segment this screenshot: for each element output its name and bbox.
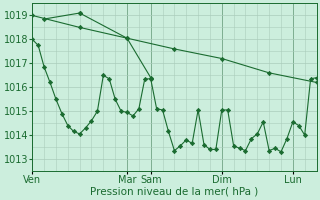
X-axis label: Pression niveau de la mer( hPa ): Pression niveau de la mer( hPa ) <box>90 187 259 197</box>
